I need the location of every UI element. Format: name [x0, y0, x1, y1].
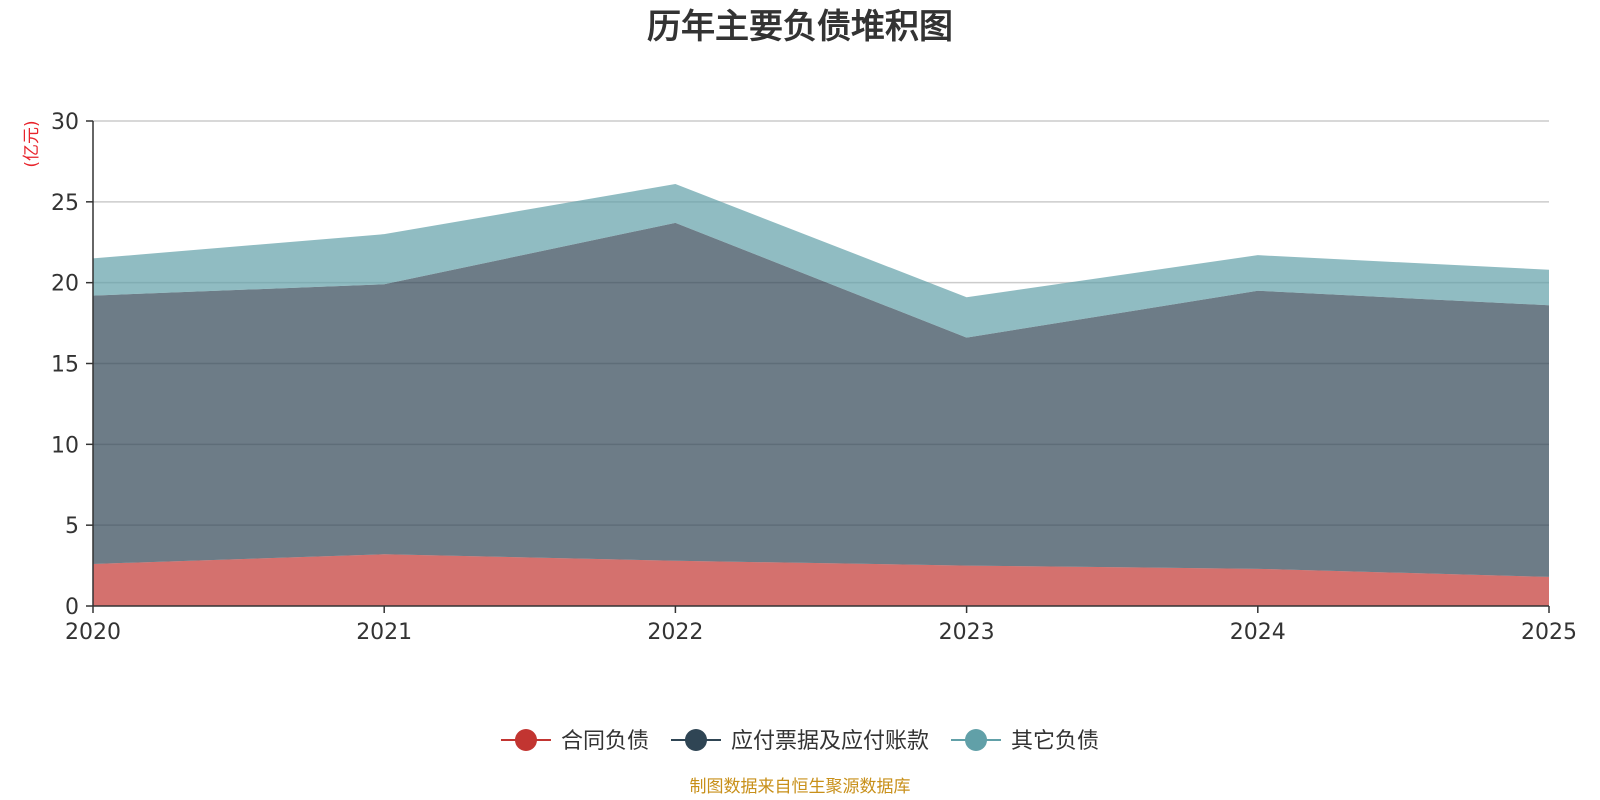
legend-dot-marker — [684, 729, 707, 751]
x-tick-label: 2024 — [1230, 620, 1286, 645]
legend-item-1[interactable]: 合同负债 — [500, 729, 649, 754]
series-area-3 — [93, 184, 1549, 338]
chart-title: 历年主要负债堆积图 — [647, 7, 953, 47]
x-tick-label: 2023 — [939, 620, 995, 645]
legend-label: 应付票据及应付账款 — [731, 729, 929, 754]
x-tick-label: 2021 — [356, 620, 412, 645]
legend-label: 合同负债 — [561, 729, 649, 754]
legend-item-3[interactable]: 其它负债 — [951, 729, 1099, 754]
y-tick-label: 0 — [65, 595, 79, 620]
legend-item-2[interactable]: 应付票据及应付账款 — [670, 729, 929, 754]
legend-label: 其它负债 — [1011, 729, 1099, 754]
y-tick-label: 5 — [65, 514, 79, 539]
series-area-2 — [93, 222, 1549, 577]
y-tick-label: 15 — [51, 353, 79, 378]
y-tick-label: 30 — [51, 110, 79, 135]
x-tick-label: 2025 — [1521, 620, 1577, 645]
y-unit-label: (亿元) — [22, 120, 42, 167]
x-tick-label: 2020 — [65, 620, 121, 645]
legend-dot-marker — [514, 729, 537, 751]
series-area-1 — [93, 554, 1549, 606]
y-tick-label: 25 — [51, 191, 79, 216]
legend: 合同负债 应付票据及应付账款 其它负债 — [500, 729, 1099, 754]
y-tick-label: 20 — [51, 272, 79, 297]
legend-dot-marker — [965, 729, 988, 751]
y-tick-label: 10 — [51, 433, 79, 458]
data-source-note: 制图数据来自恒生聚源数据库 — [690, 777, 911, 797]
area-series — [93, 184, 1549, 606]
x-tick-label: 2022 — [647, 620, 703, 645]
